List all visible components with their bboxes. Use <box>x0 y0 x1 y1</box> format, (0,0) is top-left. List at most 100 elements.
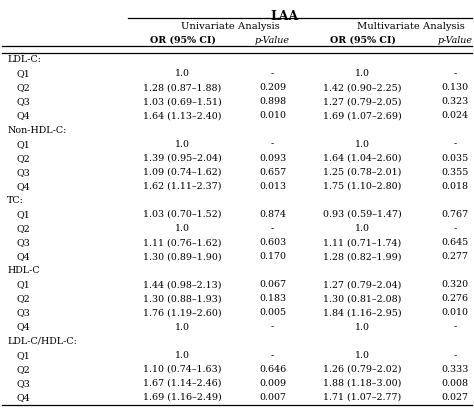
Text: p-Value: p-Value <box>255 36 290 45</box>
Text: -: - <box>454 69 456 78</box>
Text: -: - <box>454 224 456 233</box>
Text: 1.0: 1.0 <box>175 69 190 78</box>
Text: 1.88 (1.18–3.00): 1.88 (1.18–3.00) <box>323 379 402 388</box>
Text: 0.010: 0.010 <box>259 112 286 121</box>
Text: 1.64 (1.13–2.40): 1.64 (1.13–2.40) <box>143 112 222 121</box>
Text: Q4: Q4 <box>17 393 30 402</box>
Text: 1.64 (1.04–2.60): 1.64 (1.04–2.60) <box>323 154 402 163</box>
Text: 0.093: 0.093 <box>259 154 286 163</box>
Text: HDL-C: HDL-C <box>7 266 40 275</box>
Text: Q3: Q3 <box>17 379 30 388</box>
Text: -: - <box>271 351 274 360</box>
Text: Q1: Q1 <box>17 280 30 289</box>
Text: 1.11 (0.76–1.62): 1.11 (0.76–1.62) <box>143 238 222 247</box>
Text: -: - <box>271 323 274 332</box>
Text: 0.277: 0.277 <box>442 252 468 261</box>
Text: 1.67 (1.14–2.46): 1.67 (1.14–2.46) <box>143 379 222 388</box>
Text: -: - <box>454 139 456 148</box>
Text: 1.0: 1.0 <box>355 351 370 360</box>
Text: 1.39 (0.95–2.04): 1.39 (0.95–2.04) <box>143 154 222 163</box>
Text: 0.010: 0.010 <box>442 308 468 317</box>
Text: 0.024: 0.024 <box>442 112 468 121</box>
Text: 1.30 (0.89–1.90): 1.30 (0.89–1.90) <box>143 252 222 261</box>
Text: 0.005: 0.005 <box>259 308 286 317</box>
Text: 1.62 (1.11–2.37): 1.62 (1.11–2.37) <box>143 182 222 191</box>
Text: 1.76 (1.19–2.60): 1.76 (1.19–2.60) <box>143 308 222 317</box>
Text: 1.84 (1.16–2.95): 1.84 (1.16–2.95) <box>323 308 402 317</box>
Text: 0.323: 0.323 <box>441 97 469 106</box>
Text: 0.767: 0.767 <box>441 210 469 219</box>
Text: 1.27 (0.79–2.04): 1.27 (0.79–2.04) <box>323 280 402 289</box>
Text: 1.09 (0.74–1.62): 1.09 (0.74–1.62) <box>143 168 222 177</box>
Text: 1.03 (0.70–1.52): 1.03 (0.70–1.52) <box>143 210 222 219</box>
Text: 0.130: 0.130 <box>441 83 469 92</box>
Text: 0.007: 0.007 <box>259 393 286 402</box>
Text: 0.008: 0.008 <box>442 379 468 388</box>
Text: 1.03 (0.69–1.51): 1.03 (0.69–1.51) <box>143 97 222 106</box>
Text: Q3: Q3 <box>17 168 30 177</box>
Text: 1.0: 1.0 <box>355 323 370 332</box>
Text: 1.11 (0.71–1.74): 1.11 (0.71–1.74) <box>323 238 402 247</box>
Text: OR (95% CI): OR (95% CI) <box>150 36 215 45</box>
Text: Q1: Q1 <box>17 139 30 148</box>
Text: 0.018: 0.018 <box>442 182 468 191</box>
Text: 1.0: 1.0 <box>175 224 190 233</box>
Text: 1.25 (0.78–2.01): 1.25 (0.78–2.01) <box>323 168 402 177</box>
Text: Q4: Q4 <box>17 112 30 121</box>
Text: Q4: Q4 <box>17 323 30 332</box>
Text: 0.170: 0.170 <box>259 252 286 261</box>
Text: 0.320: 0.320 <box>441 280 469 289</box>
Text: 1.0: 1.0 <box>175 139 190 148</box>
Text: 1.27 (0.79–2.05): 1.27 (0.79–2.05) <box>323 97 402 106</box>
Text: OR (95% CI): OR (95% CI) <box>330 36 395 45</box>
Text: 1.69 (1.16–2.49): 1.69 (1.16–2.49) <box>143 393 222 402</box>
Text: -: - <box>454 351 456 360</box>
Text: Non-HDL-C:: Non-HDL-C: <box>7 126 66 135</box>
Text: Q1: Q1 <box>17 69 30 78</box>
Text: 0.646: 0.646 <box>259 365 286 374</box>
Text: 1.44 (0.98–2.13): 1.44 (0.98–2.13) <box>143 280 222 289</box>
Text: Multivariate Analysis: Multivariate Analysis <box>357 22 465 31</box>
Text: LDL-C/HDL-C:: LDL-C/HDL-C: <box>7 337 77 346</box>
Text: 1.10 (0.74–1.63): 1.10 (0.74–1.63) <box>143 365 222 374</box>
Text: 1.0: 1.0 <box>355 224 370 233</box>
Text: 1.28 (0.82–1.99): 1.28 (0.82–1.99) <box>323 252 402 261</box>
Text: 0.874: 0.874 <box>259 210 286 219</box>
Text: Q2: Q2 <box>17 365 30 374</box>
Text: 1.30 (0.81–2.08): 1.30 (0.81–2.08) <box>323 294 402 303</box>
Text: -: - <box>271 69 274 78</box>
Text: Univariate Analysis: Univariate Analysis <box>181 22 279 31</box>
Text: 1.0: 1.0 <box>355 69 370 78</box>
Text: 1.30 (0.88–1.93): 1.30 (0.88–1.93) <box>143 294 222 303</box>
Text: Q2: Q2 <box>17 224 30 233</box>
Text: 0.013: 0.013 <box>259 182 286 191</box>
Text: Q2: Q2 <box>17 294 30 303</box>
Text: LAA: LAA <box>270 10 299 23</box>
Text: 0.009: 0.009 <box>259 379 286 388</box>
Text: 0.027: 0.027 <box>442 393 468 402</box>
Text: p-Value: p-Value <box>438 36 473 45</box>
Text: 0.645: 0.645 <box>441 238 469 247</box>
Text: Q3: Q3 <box>17 97 30 106</box>
Text: Q3: Q3 <box>17 308 30 317</box>
Text: 0.333: 0.333 <box>441 365 469 374</box>
Text: Q2: Q2 <box>17 154 30 163</box>
Text: LDL-C:: LDL-C: <box>7 55 41 64</box>
Text: 0.067: 0.067 <box>259 280 286 289</box>
Text: 1.0: 1.0 <box>175 351 190 360</box>
Text: 1.69 (1.07–2.69): 1.69 (1.07–2.69) <box>323 112 402 121</box>
Text: -: - <box>271 139 274 148</box>
Text: 0.035: 0.035 <box>441 154 469 163</box>
Text: 0.603: 0.603 <box>259 238 286 247</box>
Text: 1.0: 1.0 <box>355 139 370 148</box>
Text: 0.93 (0.59–1.47): 0.93 (0.59–1.47) <box>323 210 402 219</box>
Text: 0.209: 0.209 <box>259 83 286 92</box>
Text: 1.26 (0.79–2.02): 1.26 (0.79–2.02) <box>323 365 402 374</box>
Text: Q4: Q4 <box>17 252 30 261</box>
Text: 0.183: 0.183 <box>259 294 286 303</box>
Text: 1.75 (1.10–2.80): 1.75 (1.10–2.80) <box>323 182 402 191</box>
Text: 1.71 (1.07–2.77): 1.71 (1.07–2.77) <box>323 393 402 402</box>
Text: Q1: Q1 <box>17 210 30 219</box>
Text: 1.28 (0.87–1.88): 1.28 (0.87–1.88) <box>143 83 222 92</box>
Text: 0.898: 0.898 <box>259 97 286 106</box>
